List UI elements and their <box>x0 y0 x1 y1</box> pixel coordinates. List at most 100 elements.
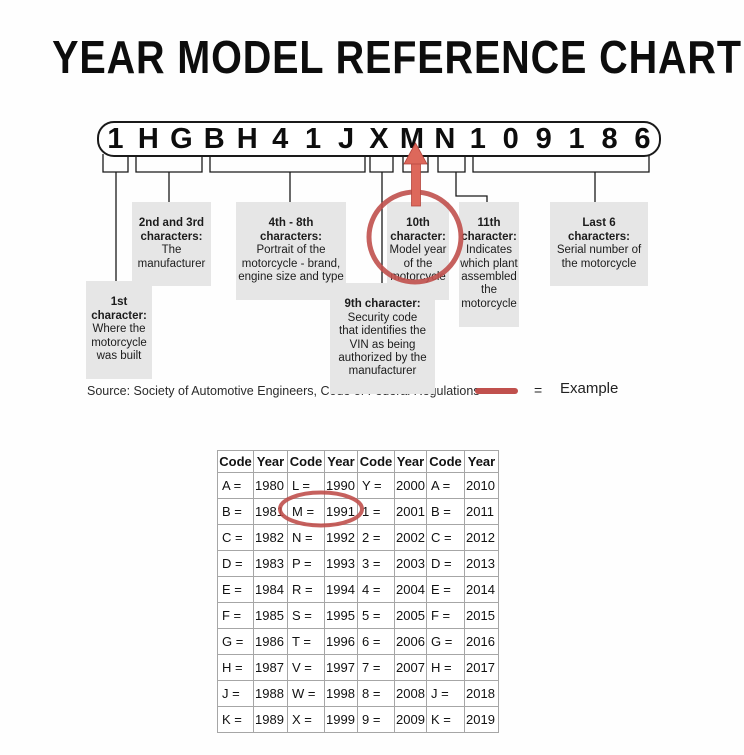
vin-character: 1 <box>107 123 124 155</box>
year-table-body: A = 1980 L = 1990 Y = 2000 A = 2010 B = 1981 M = 19… <box>217 472 499 733</box>
year-cell: 1995 <box>324 602 358 629</box>
callout-2nd-3rd-characters: 2nd and 3rd characters: The manufacturer <box>132 202 211 287</box>
year-table-header-cell: Code <box>287 450 325 473</box>
year-cell: 1996 <box>324 628 358 655</box>
callout-heading: 9th character: <box>344 298 421 311</box>
year-table-header-cell: Year <box>464 450 499 473</box>
table-row: D = 1983 P = 1993 3 = 2003 D = 2013 <box>217 550 499 577</box>
example-arrow-shaft <box>411 159 421 207</box>
code-cell: E = <box>426 576 465 603</box>
stem-char11 <box>455 172 488 203</box>
page-title: YEAR MODEL REFERENCE CHART <box>52 31 742 83</box>
code-cell: B = <box>426 498 465 525</box>
vin-character: 6 <box>634 123 651 155</box>
table-row: A = 1980 L = 1990 Y = 2000 A = 2010 <box>217 472 499 499</box>
code-cell: H = <box>217 654 254 681</box>
vin-character: 1 <box>469 123 486 155</box>
vin-character: 4 <box>272 123 289 155</box>
callout-heading: 4th - 8th characters: <box>259 217 322 243</box>
table-row: B = 1981 M = 1991 1 = 2001 B = 2011 <box>217 498 499 525</box>
code-cell: G = <box>426 628 465 655</box>
year-cell: 1993 <box>324 550 358 577</box>
vin-character: 9 <box>535 123 552 155</box>
year-cell: 1985 <box>253 602 288 629</box>
table-row: G = 1986 T = 1996 6 = 2006 G = 2016 <box>217 628 499 655</box>
year-cell: 1986 <box>253 628 288 655</box>
equals-sign: = <box>534 382 543 398</box>
callout-body: The manufacturer <box>137 244 206 270</box>
year-cell: 2005 <box>394 602 427 629</box>
code-cell: S = <box>287 602 325 629</box>
year-table-header-cell: Code <box>426 450 465 473</box>
year-cell: 2019 <box>464 706 499 733</box>
code-cell: T = <box>287 628 325 655</box>
table-row: C = 1982 N = 1992 2 = 2002 C = 2012 <box>217 524 499 551</box>
year-cell: 2011 <box>464 498 499 525</box>
year-cell: 2000 <box>394 472 427 499</box>
year-cell: 1994 <box>324 576 358 603</box>
example-label: Example <box>560 380 619 397</box>
year-cell: 1983 <box>253 550 288 577</box>
year-cell: 2013 <box>464 550 499 577</box>
code-cell: M = <box>287 498 325 525</box>
year-cell: 2002 <box>394 524 427 551</box>
vin-character: B <box>203 123 225 155</box>
year-table-header-cell: Year <box>253 450 288 473</box>
callout-9th-character: 9th character: Security code that identif… <box>330 283 435 395</box>
callout-heading: 1st character: <box>91 296 147 322</box>
year-cell: 2001 <box>394 498 427 525</box>
code-cell: E = <box>217 576 254 603</box>
code-cell: N = <box>287 524 325 551</box>
callout-10th-character: 10th character: Model year of the motorcy… <box>387 202 449 300</box>
year-cell: 1980 <box>253 472 288 499</box>
year-cell: 1998 <box>324 680 358 707</box>
code-cell: B = <box>217 498 254 525</box>
callout-11th-character: 11th character: Indicates which plant ass… <box>459 202 519 327</box>
vin-character: 1 <box>568 123 585 155</box>
code-cell: 1 = <box>357 498 395 525</box>
code-cell: P = <box>287 550 325 577</box>
vin-character: 1 <box>305 123 322 155</box>
callout-heading: 10th character: <box>390 217 446 243</box>
callout-heading: 11th character: <box>461 217 517 243</box>
vin-character: X <box>369 123 389 155</box>
year-cell: 1989 <box>253 706 288 733</box>
code-cell: K = <box>426 706 465 733</box>
table-row: F = 1985 S = 1995 5 = 2005 F = 2015 <box>217 602 499 629</box>
code-cell: A = <box>426 472 465 499</box>
year-cell: 2010 <box>464 472 499 499</box>
callout-1st-character: 1st character: Where the motorcycle was b… <box>86 281 152 379</box>
year-table-header-cell: Code <box>217 450 254 473</box>
year-cell: 2015 <box>464 602 499 629</box>
table-row: H = 1987 V = 1997 7 = 2007 H = 2017 <box>217 654 499 681</box>
vin-character: J <box>337 123 355 155</box>
vin-character: 0 <box>502 123 519 155</box>
vin-character: G <box>170 123 193 155</box>
year-cell: 1997 <box>324 654 358 681</box>
year-table-header-cell: Code <box>357 450 395 473</box>
year-cell: 2007 <box>394 654 427 681</box>
year-cell: 1981 <box>253 498 288 525</box>
code-cell: J = <box>217 680 254 707</box>
code-cell: 9 = <box>357 706 395 733</box>
callout-body: Where the motorcycle was built <box>91 323 147 363</box>
year-cell: 2017 <box>464 654 499 681</box>
vin-character: N <box>434 123 456 155</box>
code-cell: C = <box>217 524 254 551</box>
code-cell: D = <box>426 550 465 577</box>
year-cell: 2018 <box>464 680 499 707</box>
callout-last6-characters: Last 6 characters: Serial number of the m… <box>550 202 648 287</box>
callout-body: Model year of the motorcycle <box>389 244 447 284</box>
year-cell: 2008 <box>394 680 427 707</box>
year-cell: 1982 <box>253 524 288 551</box>
year-cell: 2014 <box>464 576 499 603</box>
code-cell: Y = <box>357 472 395 499</box>
code-cell: H = <box>426 654 465 681</box>
year-cell: 2016 <box>464 628 499 655</box>
code-cell: K = <box>217 706 254 733</box>
year-cell: 2003 <box>394 550 427 577</box>
callout-body: Serial number of the motorcycle <box>556 244 642 270</box>
code-cell: V = <box>287 654 325 681</box>
code-cell: G = <box>217 628 254 655</box>
